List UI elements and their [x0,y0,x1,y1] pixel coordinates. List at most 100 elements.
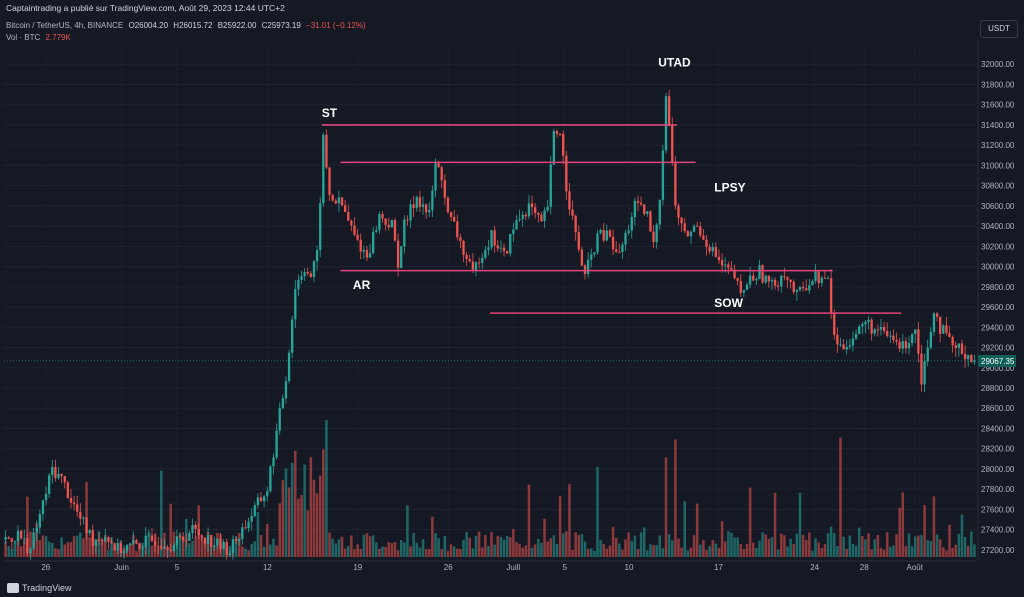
volume-bar [256,512,260,557]
volume-bar [406,505,409,557]
volume-bar [605,548,609,557]
volume-bar [384,546,387,557]
volume-bar [107,550,110,557]
candle-body [967,354,970,360]
volume-bar [26,496,29,557]
volume-bar [508,537,512,557]
time-tick: Août [907,563,924,572]
candle-body [23,538,26,540]
candle-body [474,262,478,271]
candle-body [468,259,471,262]
volume-bar [929,540,933,557]
volume-bar [904,546,908,557]
candle-body [574,215,577,233]
candle-body [197,529,200,536]
volume-bar [639,532,643,557]
candle-body [826,278,830,280]
currency-button[interactable]: USDT [980,20,1018,38]
price-tick: 31600.00 [981,101,1015,110]
volume-bar [577,535,581,557]
candle-body [649,211,652,232]
volume-bar [502,539,506,557]
volume-bar [839,437,842,557]
time-tick: Juin [114,563,129,572]
volume-bar [814,538,817,557]
volume-bar [359,548,362,557]
volume-bar [63,544,67,557]
price-tick: 29000.00 [981,364,1015,373]
candle-body [963,353,967,360]
candle-body [428,210,431,213]
candle-body [755,278,758,281]
candle-body [702,235,705,240]
volume-bar [845,548,848,557]
volume-bar [128,543,132,557]
candle-body [104,537,107,542]
volume-bar [250,544,253,557]
symbol-label[interactable]: Bitcoin / TetherUS, 4h, BINANCE [6,21,124,30]
volume-bar [755,548,758,557]
volume-bar [948,524,951,557]
candle-body [390,220,394,228]
candle-body [29,548,32,554]
volume-bar [533,544,537,557]
annotation-label: UTAD [658,55,691,69]
volume-bar [667,534,671,557]
volume-bar [530,547,534,557]
volume-bar [259,534,263,557]
candle-body [680,217,683,224]
price-tick: 28400.00 [981,424,1015,433]
volume-bar [861,536,864,557]
volume-bar [13,542,17,557]
volume-bar [758,540,761,557]
volume-bar [898,507,901,557]
volume-bar [780,533,783,557]
candle-body [85,517,88,534]
candle-body [593,252,596,255]
volume-bar [586,549,590,557]
volume-bar [38,540,42,557]
candle-body [275,430,278,458]
candle-body [387,224,390,228]
volume-bar [468,537,472,557]
candle-body [206,535,210,545]
candle-body [32,532,35,549]
annotation-label: SOW [714,296,743,310]
volume-bar [7,546,10,557]
candle-body [166,546,169,550]
candle-body [798,286,802,291]
candle-body [945,325,948,334]
candle-body [487,247,490,250]
candle-body [35,527,38,533]
volume-bar [589,548,593,557]
candle-body [599,230,602,234]
candle-body [505,251,509,254]
candle-body [882,326,886,331]
candle-body [530,203,534,208]
volume-bar [817,542,820,557]
candle-body [481,257,484,264]
price-tick: 30200.00 [981,242,1015,251]
volume-bar [427,549,431,557]
time-tick: 19 [353,563,362,572]
candle-body [836,334,839,345]
candle-body [748,275,752,285]
candle-body [571,209,574,216]
candle-body [817,271,820,284]
change-value: −31.01 (−0.12%) [306,21,366,30]
candle-body [711,247,714,252]
price-tick: 29200.00 [981,344,1015,353]
volume-bar [674,439,677,557]
price-tick: 27600.00 [981,505,1015,514]
volume-bar [265,524,269,557]
volume-bar [524,545,528,557]
volume-bar [203,540,207,557]
volume-bar [452,546,456,557]
volume-bar [614,537,618,557]
volume-bar [431,516,434,557]
volume-bar [686,550,690,557]
volume-bar [599,539,602,557]
candle-body [942,325,945,334]
volume-bar [798,492,802,557]
